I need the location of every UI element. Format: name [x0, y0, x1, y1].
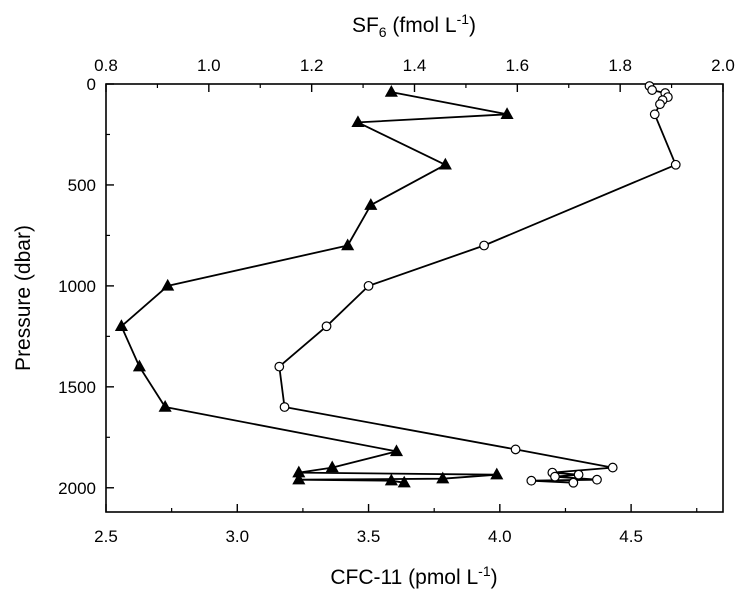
circle-point	[479, 240, 489, 251]
plot-frame	[105, 83, 724, 513]
bottom-axis-tick-label: 2.5	[94, 527, 118, 546]
y-axis-tick-label: 1000	[58, 277, 96, 296]
bottom-axis-tick-label: 4.0	[488, 527, 512, 546]
circle-point	[607, 462, 618, 473]
circle-point	[274, 361, 285, 372]
circle-point	[279, 402, 290, 412]
top-axis-tick-label: 1.6	[506, 56, 530, 75]
bottom-series-line	[278, 85, 677, 484]
circle-point	[670, 159, 681, 170]
y-axis-title: Pressure (dbar)	[12, 225, 35, 371]
top-axis-tick-label: 1.2	[300, 56, 324, 75]
triangle-point	[161, 278, 175, 291]
series-layer	[114, 81, 681, 488]
bottom-axis-tick-label: 3.0	[225, 527, 249, 546]
circle-point	[573, 469, 584, 480]
circle-point	[363, 280, 374, 291]
top-series-line	[120, 91, 509, 484]
y-axis-tick-label: 0	[87, 75, 96, 94]
triangle-point	[132, 359, 146, 372]
top-axis-tick-label: 1.8	[608, 56, 632, 75]
circle-point	[510, 444, 521, 455]
y-axis-tick-label: 1500	[58, 378, 96, 397]
triangle-point	[436, 471, 450, 484]
bottom-axis-title: CFC-11 (pmol L-1)	[330, 563, 497, 589]
triangle-point	[114, 319, 128, 331]
top-axis-tick-label: 1.0	[197, 56, 221, 75]
triangle-point	[341, 238, 355, 251]
triangle-point	[351, 115, 365, 128]
top-axis-title: SF6 (fmol L-1)	[352, 11, 476, 40]
top-axis-tick-label: 1.4	[403, 56, 427, 75]
top-axis-tick-label: 2.0	[711, 56, 735, 75]
circle-point	[649, 109, 660, 120]
triangle-point	[384, 85, 398, 97]
triangle-point	[292, 472, 306, 485]
circle-point	[526, 475, 537, 486]
triangle-point	[158, 399, 172, 412]
triangle-point	[438, 157, 452, 170]
top-axis-tick-label: 0.8	[94, 56, 118, 75]
triangle-point	[500, 107, 514, 119]
triangle-point	[490, 467, 504, 480]
y-axis-tick-label: 500	[68, 176, 96, 195]
y-axis-tick-label: 2000	[58, 479, 96, 498]
circle-point	[568, 477, 579, 488]
ticks-layer: 0.8 1.0 1.2 1.4 1.6 1.8 2.0 2.5 3.0 3.5 4.0 4.5 0 500…	[58, 56, 735, 546]
circle-point	[321, 321, 332, 332]
circle-point	[647, 85, 658, 95]
triangle-point	[364, 198, 378, 210]
triangle-point	[384, 473, 398, 486]
circle-point	[655, 99, 665, 110]
bottom-axis-tick-label: 3.5	[357, 527, 381, 546]
circle-point	[550, 471, 560, 482]
bottom-axis-tick-label: 4.5	[619, 527, 643, 546]
triangle-point	[389, 444, 404, 457]
triangle-point	[325, 460, 339, 473]
triangle-point	[397, 475, 411, 488]
circle-point	[592, 474, 602, 485]
